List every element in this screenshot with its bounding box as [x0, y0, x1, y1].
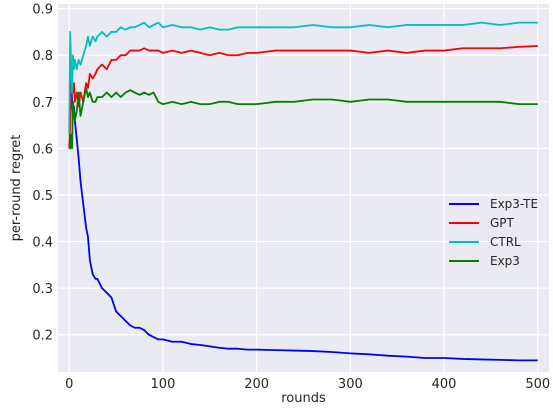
- y-axis-label: per-round regret: [9, 135, 24, 242]
- x-tick-labels: 0 100 200 300 400 500: [65, 377, 550, 392]
- legend-label: Exp3-TE: [490, 197, 538, 211]
- x-tick-label: 200: [244, 377, 269, 392]
- x-tick-label: 100: [151, 377, 176, 392]
- x-tick-label: 400: [432, 377, 457, 392]
- y-tick-label: 0.9: [32, 3, 53, 18]
- legend-label: CTRL: [490, 235, 521, 249]
- plot-background: [58, 4, 549, 372]
- y-tick-label: 0.8: [32, 49, 53, 64]
- y-tick-label: 0.4: [32, 236, 53, 251]
- y-tick-labels: 0.2 0.3 0.4 0.5 0.6 0.7 0.8 0.9: [32, 3, 53, 344]
- y-tick-label: 0.3: [32, 282, 53, 297]
- x-tick-label: 300: [338, 377, 363, 392]
- legend-label: Exp3: [490, 254, 520, 268]
- y-tick-label: 0.2: [32, 329, 53, 344]
- x-axis-label: rounds: [281, 391, 326, 406]
- y-tick-label: 0.7: [32, 96, 53, 111]
- x-tick-label: 0: [65, 377, 73, 392]
- x-tick-label: 500: [525, 377, 550, 392]
- legend-label: GPT: [490, 216, 515, 230]
- y-tick-label: 0.5: [32, 189, 53, 204]
- y-tick-label: 0.6: [32, 142, 53, 157]
